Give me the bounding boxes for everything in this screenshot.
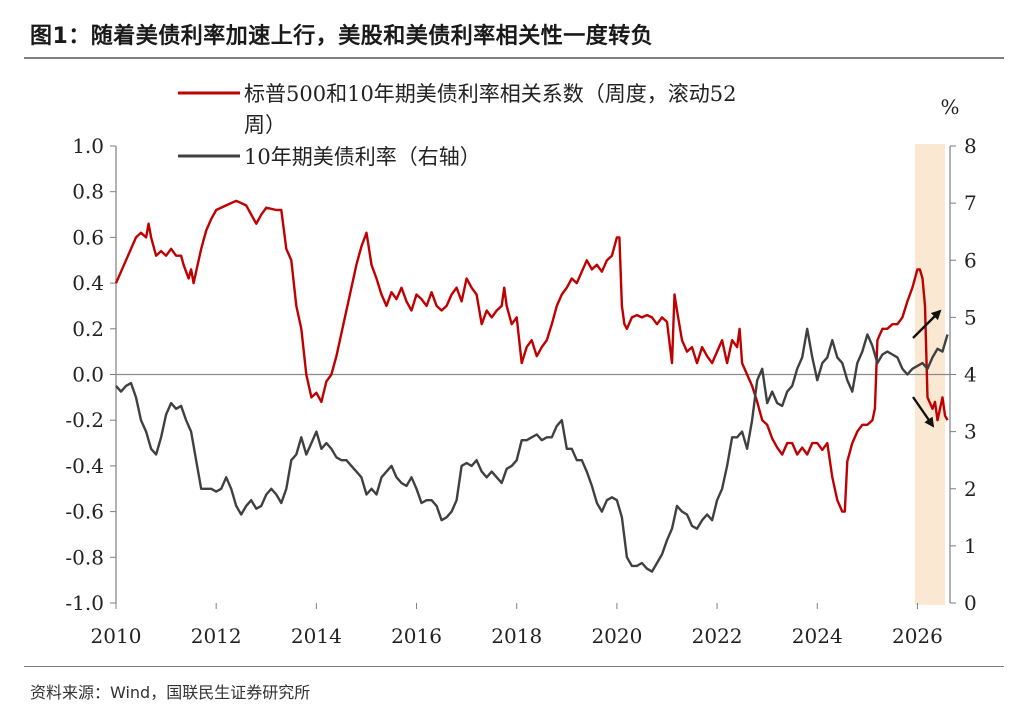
left-tick-label: 0.0: [72, 363, 104, 387]
left-tick-label: -0.8: [65, 545, 104, 569]
right-tick-label: 0: [964, 591, 977, 615]
legend-label-yield: 10年期美债利率（右轴）: [244, 145, 481, 169]
legend-label-correlation-wrap: 周）: [244, 113, 286, 137]
left-axis-ticks: 1.0 0.8 0.6 0.4 0.2 0.0 -0.2 -0.4 -0.6 -0.8 -1.0: [65, 134, 116, 615]
right-axis-unit: %: [940, 95, 959, 119]
left-tick-label: 0.8: [72, 180, 104, 204]
legend: 标普500和10年期美债利率相关系数（周度，滚动52 周） 10年期美债利率（右…: [178, 82, 737, 169]
legend-label-correlation: 标普500和10年期美债利率相关系数（周度，滚动52: [244, 82, 737, 106]
right-tick-label: 4: [964, 363, 977, 387]
right-tick-label: 8: [964, 134, 977, 158]
x-tick-label: 2012: [191, 624, 242, 648]
right-axis-ticks: 8 7 6 5 4 3 2 1 0: [950, 134, 977, 615]
source-note: 资料来源：Wind，国联民生证券研究所: [30, 683, 311, 702]
trend-arrows: [912, 309, 942, 428]
x-tick-label: 2014: [291, 624, 342, 648]
series-correlation-line: [114, 199, 949, 513]
series-yield-line: [115, 327, 949, 573]
left-tick-label: -0.6: [65, 500, 104, 524]
x-axis-ticks: 2010 2012 2014 2016 2018 2020 2022 2024 2026: [91, 603, 943, 648]
left-tick-label: 0.2: [72, 317, 104, 341]
right-tick-label: 7: [964, 191, 977, 215]
chart-title: 图1：随着美债利率加速上行，美股和美债利率相关性一度转负: [30, 24, 654, 49]
x-tick-label: 2024: [792, 624, 843, 648]
left-tick-label: -1.0: [65, 591, 104, 615]
left-tick-label: 1.0: [72, 134, 104, 158]
x-tick-label: 2020: [591, 624, 642, 648]
x-tick-label: 2022: [692, 624, 743, 648]
right-tick-label: 3: [964, 420, 977, 444]
right-tick-label: 6: [964, 248, 977, 272]
down-arrow: [912, 396, 935, 428]
x-tick-label: 2018: [491, 624, 542, 648]
series-layer: [114, 199, 949, 573]
footer-divider: [24, 666, 1004, 667]
title-divider: [24, 57, 1004, 59]
chart: 1.0 0.8 0.6 0.4 0.2 0.0 -0.2 -0.4 -0.6 -0.8 -1.0 8…: [65, 82, 977, 648]
x-tick-label: 2010: [91, 624, 142, 648]
right-tick-label: 5: [964, 305, 977, 329]
right-tick-label: 1: [964, 534, 977, 558]
left-tick-label: 0.4: [72, 271, 104, 295]
left-tick-label: -0.4: [65, 454, 104, 478]
left-tick-label: 0.6: [72, 225, 104, 249]
left-tick-label: -0.2: [65, 408, 104, 432]
x-tick-label: 2016: [391, 624, 442, 648]
x-tick-label: 2026: [892, 624, 943, 648]
right-tick-label: 2: [964, 477, 977, 501]
up-arrow: [912, 309, 942, 339]
